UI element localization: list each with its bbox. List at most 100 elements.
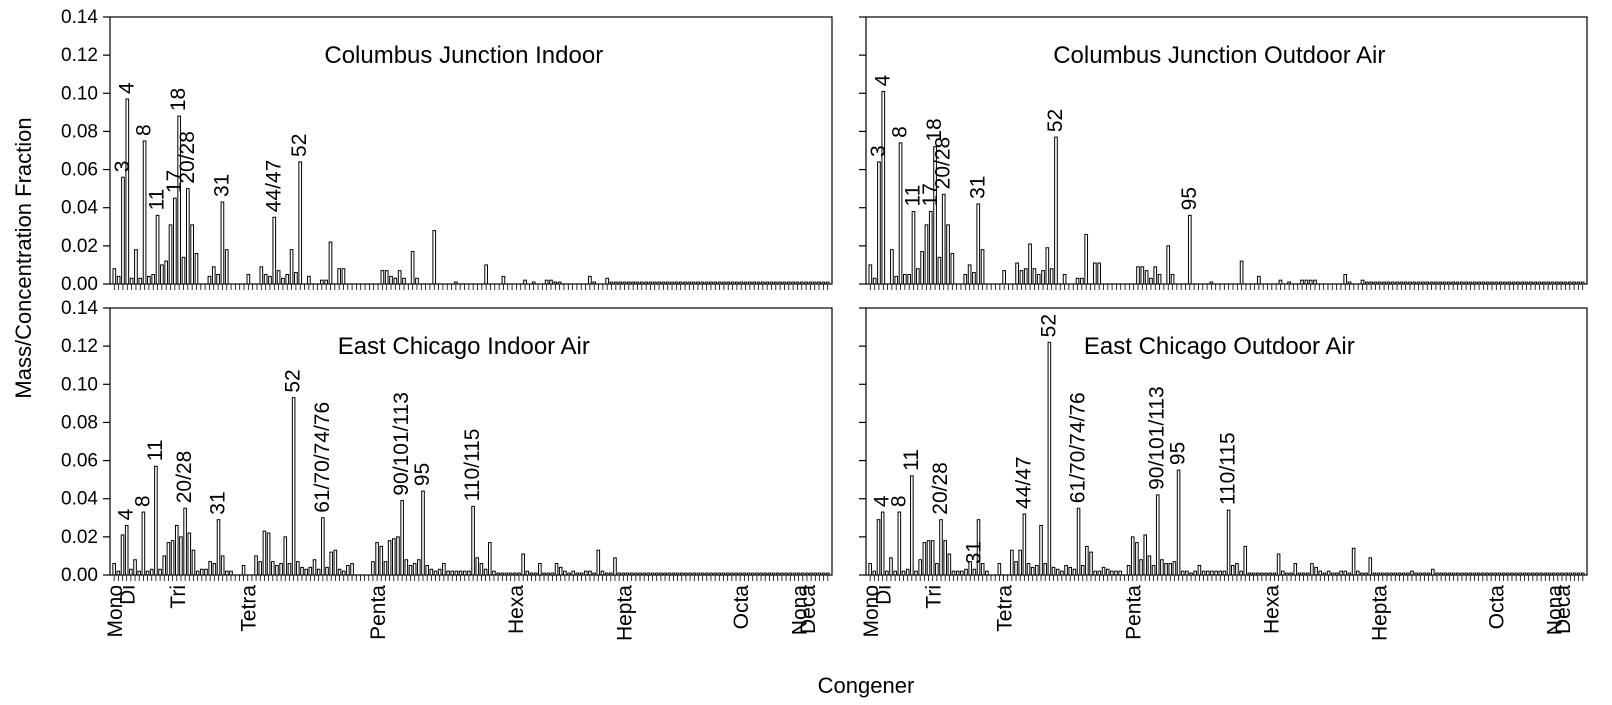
bar — [1014, 561, 1018, 576]
bar — [1537, 281, 1542, 285]
bar — [421, 490, 425, 576]
bar — [112, 268, 117, 285]
homolog-group-label: Di — [873, 585, 896, 605]
bar — [687, 281, 692, 285]
bar — [408, 564, 413, 576]
bar — [1434, 281, 1438, 285]
bar — [145, 570, 150, 576]
bar — [691, 281, 696, 285]
bar — [337, 568, 342, 576]
bar — [1376, 572, 1381, 576]
bar — [946, 224, 950, 285]
y-tick-label: 0.14 — [61, 298, 98, 319]
bar — [185, 188, 190, 285]
congener-label: 95 — [1167, 442, 1190, 465]
bar — [1064, 564, 1068, 576]
bar — [1397, 572, 1402, 576]
bar — [1105, 568, 1110, 576]
bar — [663, 572, 667, 576]
bar — [915, 268, 920, 285]
bar — [1568, 572, 1573, 576]
bar — [1531, 572, 1535, 576]
panel-frame — [865, 16, 1588, 285]
bar — [1550, 281, 1555, 285]
bar — [1343, 570, 1348, 576]
bar — [174, 524, 179, 576]
bar — [241, 564, 246, 576]
bar — [775, 572, 780, 576]
bar — [750, 572, 755, 576]
bar — [709, 281, 713, 285]
bar — [678, 281, 683, 285]
bar — [1464, 281, 1468, 285]
congener-label: 18 — [167, 88, 190, 111]
y-tick-label: 0.04 — [61, 489, 98, 510]
bar — [1185, 570, 1189, 576]
congener-label: 11 — [900, 449, 923, 471]
bar — [739, 281, 744, 285]
bar — [1485, 281, 1490, 285]
bar — [571, 570, 576, 576]
bar — [450, 570, 455, 576]
panel-frame — [865, 307, 1588, 576]
bar — [177, 115, 182, 285]
panel-title: Columbus Junction Indoor — [324, 42, 603, 69]
bar — [1043, 563, 1048, 576]
bar — [613, 281, 618, 285]
bar — [410, 251, 415, 285]
bar — [684, 572, 688, 576]
bar — [1054, 136, 1058, 285]
bar — [675, 572, 680, 576]
bar — [609, 572, 613, 576]
bar — [877, 161, 881, 285]
bar — [1072, 568, 1077, 576]
bar — [1343, 273, 1348, 285]
bar — [1080, 564, 1085, 576]
bar — [980, 563, 985, 576]
bar — [162, 555, 167, 576]
bar — [432, 230, 437, 285]
bar — [1546, 281, 1550, 285]
bar — [1080, 277, 1084, 285]
homolog-group-label: Hexa — [1260, 585, 1283, 634]
bar — [341, 268, 346, 285]
bar — [1114, 570, 1118, 576]
bar — [648, 281, 653, 285]
bar — [791, 281, 795, 285]
bar — [475, 557, 480, 576]
bar — [404, 559, 409, 576]
bar — [492, 570, 496, 576]
bar — [1126, 564, 1131, 576]
bar — [1304, 279, 1309, 285]
bar — [300, 566, 304, 576]
bar — [1497, 572, 1502, 576]
bar — [1097, 262, 1101, 285]
bar — [1155, 494, 1160, 576]
bar — [881, 90, 886, 285]
bar — [1455, 281, 1460, 285]
bar — [513, 572, 517, 576]
bar — [1385, 572, 1389, 576]
bar — [1389, 572, 1393, 576]
bar — [1476, 572, 1481, 576]
bar — [918, 559, 922, 576]
bar — [138, 277, 143, 285]
bar — [350, 563, 354, 576]
bar — [1028, 243, 1032, 285]
bar — [1026, 563, 1031, 576]
bar — [1551, 572, 1556, 576]
bar — [773, 281, 778, 285]
bar — [743, 281, 748, 285]
bar — [191, 549, 196, 576]
bar — [903, 273, 907, 285]
bar — [1010, 549, 1014, 576]
bar — [1372, 572, 1377, 576]
bar — [147, 275, 151, 285]
bar — [1541, 281, 1546, 285]
bar — [1139, 559, 1143, 576]
bar — [1214, 570, 1218, 576]
bar — [997, 563, 1002, 576]
homolog-group-label: Di — [117, 585, 140, 605]
bar — [1051, 566, 1056, 576]
